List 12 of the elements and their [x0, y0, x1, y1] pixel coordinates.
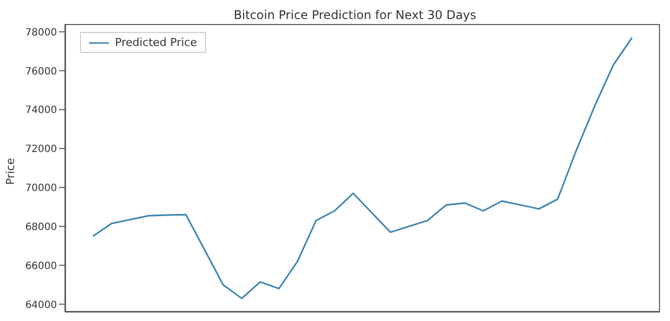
- y-tick-label: 76000: [25, 66, 57, 78]
- y-tick-label: 68000: [25, 222, 57, 233]
- y-tick-label: 74000: [25, 105, 57, 116]
- y-tick-label: 78000: [25, 27, 57, 38]
- line-series: [92, 36, 633, 300]
- y-tick-label: 64000: [25, 300, 57, 311]
- chart-title: Bitcoin Price Prediction for Next 30 Days: [232, 8, 478, 22]
- y-tick-label: 66000: [25, 260, 57, 272]
- y-tick-label: 72000: [25, 144, 57, 156]
- legend-label: Predicted Price: [115, 36, 197, 49]
- y-tick-label: 70000: [25, 183, 57, 194]
- y-axis-title: Price: [4, 158, 17, 185]
